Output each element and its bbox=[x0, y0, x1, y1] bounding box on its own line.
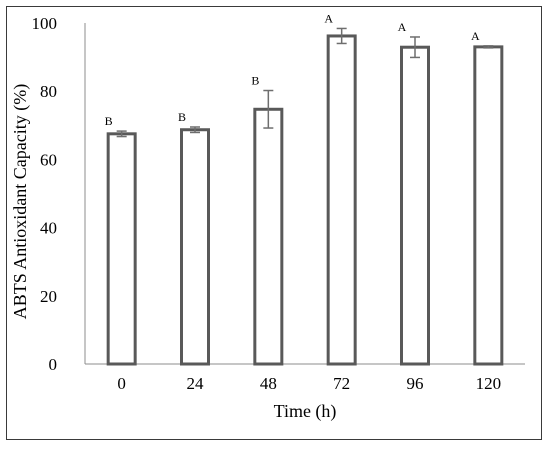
significance-label: B bbox=[251, 74, 259, 88]
x-tick-label: 96 bbox=[407, 374, 424, 393]
bar bbox=[253, 107, 284, 366]
y-tick-label: 0 bbox=[49, 355, 58, 374]
error-bars bbox=[116, 27, 494, 138]
y-tick-label: 100 bbox=[32, 14, 58, 33]
y-axis-title: ABTS Antioxidant Capacity (%) bbox=[10, 84, 31, 319]
significance-label: A bbox=[398, 20, 407, 34]
y-tick-label: 60 bbox=[40, 150, 57, 169]
significance-label: A bbox=[471, 29, 480, 43]
bar bbox=[326, 34, 357, 366]
y-tick-label: 80 bbox=[40, 82, 57, 101]
y-tick-label: 40 bbox=[40, 219, 57, 238]
bars bbox=[106, 34, 504, 366]
bar bbox=[106, 132, 137, 366]
significance-label: B bbox=[105, 114, 113, 128]
x-tick-label: 72 bbox=[333, 374, 350, 393]
chart-frame bbox=[6, 6, 542, 440]
bar bbox=[473, 45, 504, 366]
significance-labels: B B B A A A bbox=[105, 11, 480, 128]
bar bbox=[180, 128, 210, 366]
axes: 0 20 40 60 80 100 0 24 48 72 96 120 bbox=[32, 14, 525, 393]
x-axis-title: Time (h) bbox=[274, 401, 337, 422]
x-tick-label: 0 bbox=[117, 374, 126, 393]
bar bbox=[400, 45, 430, 366]
y-tick-label: 20 bbox=[40, 287, 57, 306]
x-tick-label: 24 bbox=[187, 374, 205, 393]
x-tick-label: 120 bbox=[476, 374, 502, 393]
x-tick-label: 48 bbox=[260, 374, 277, 393]
significance-label: B bbox=[178, 110, 186, 124]
significance-label: A bbox=[324, 11, 333, 25]
